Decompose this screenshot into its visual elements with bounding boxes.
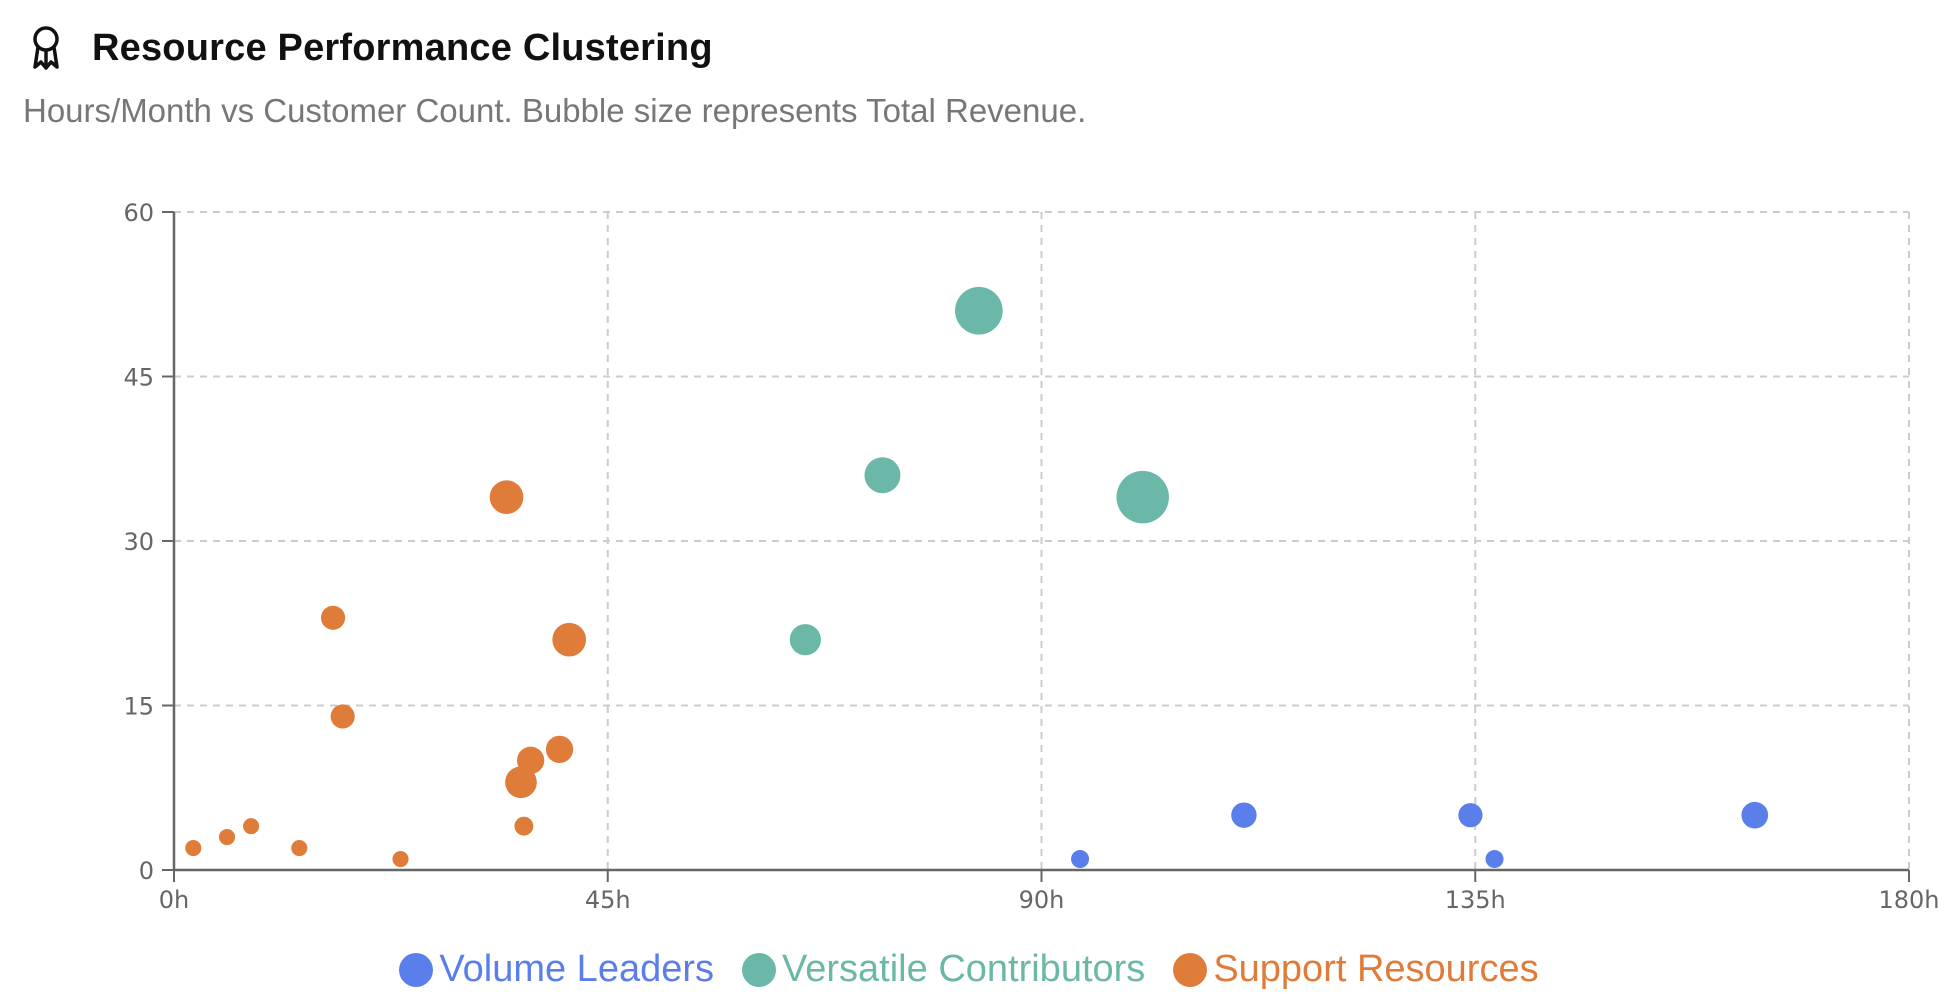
data-point <box>1231 802 1257 828</box>
bubble-chart: 0 15 30 45 60 0h 45h 90h 135h 180h <box>123 199 1938 914</box>
legend-swatch <box>742 952 777 987</box>
data-point <box>320 605 346 630</box>
data-point <box>514 816 534 836</box>
data-point <box>218 829 236 846</box>
legend-swatch <box>399 952 434 987</box>
grid-layer <box>174 211 1910 870</box>
data-point <box>1741 801 1769 829</box>
data-point <box>516 746 545 774</box>
award-ribbon-icon <box>33 26 59 70</box>
data-point <box>955 286 1003 335</box>
legend-item[interactable]: Volume Leaders <box>399 948 714 991</box>
data-point <box>505 766 537 799</box>
data-point <box>489 480 524 514</box>
chart-subtitle: Hours/Month vs Customer Count. Bubble si… <box>23 92 1087 129</box>
data-point <box>291 840 308 857</box>
data-point <box>864 457 901 494</box>
y-tick-label: 60 <box>123 199 154 227</box>
legend-label: Support Resources <box>1213 948 1539 990</box>
legend-label: Volume Leaders <box>439 948 715 990</box>
chart-header: Resource Performance Clustering <box>26 24 713 72</box>
data-point <box>1485 850 1504 869</box>
legend-label: Versatile Contributors <box>782 948 1146 990</box>
data-point <box>552 622 587 657</box>
data-point <box>789 624 821 656</box>
data-point <box>243 818 260 835</box>
y-tick-label: 30 <box>123 528 154 556</box>
x-tick-label: 0h <box>159 886 189 914</box>
y-tick-label: 0 <box>139 857 154 885</box>
data-point <box>1458 803 1483 828</box>
chart-legend: Volume Leaders Versatile Contributors Supp… <box>0 948 1938 991</box>
x-tick-label: 180h <box>1878 886 1938 914</box>
y-tick-label: 45 <box>123 364 154 392</box>
x-tick-label: 90h <box>1019 886 1065 914</box>
x-tick-label: 135h <box>1445 886 1506 914</box>
points-layer <box>185 286 1769 869</box>
legend-swatch <box>1173 952 1208 987</box>
data-point <box>1071 850 1090 869</box>
data-point <box>392 850 409 868</box>
x-tick-label: 45h <box>585 886 631 914</box>
legend-item[interactable]: Versatile Contributors <box>742 948 1145 991</box>
y-tick-label: 15 <box>123 693 154 721</box>
data-point <box>1116 470 1169 524</box>
axis-layer: 0 15 30 45 60 0h 45h 90h 135h 180h <box>123 199 1938 914</box>
data-point <box>330 704 355 729</box>
data-point <box>545 735 574 764</box>
data-point <box>185 840 202 857</box>
chart-title: Resource Performance Clustering <box>92 26 713 69</box>
legend-item[interactable]: Support Resources <box>1173 948 1539 991</box>
